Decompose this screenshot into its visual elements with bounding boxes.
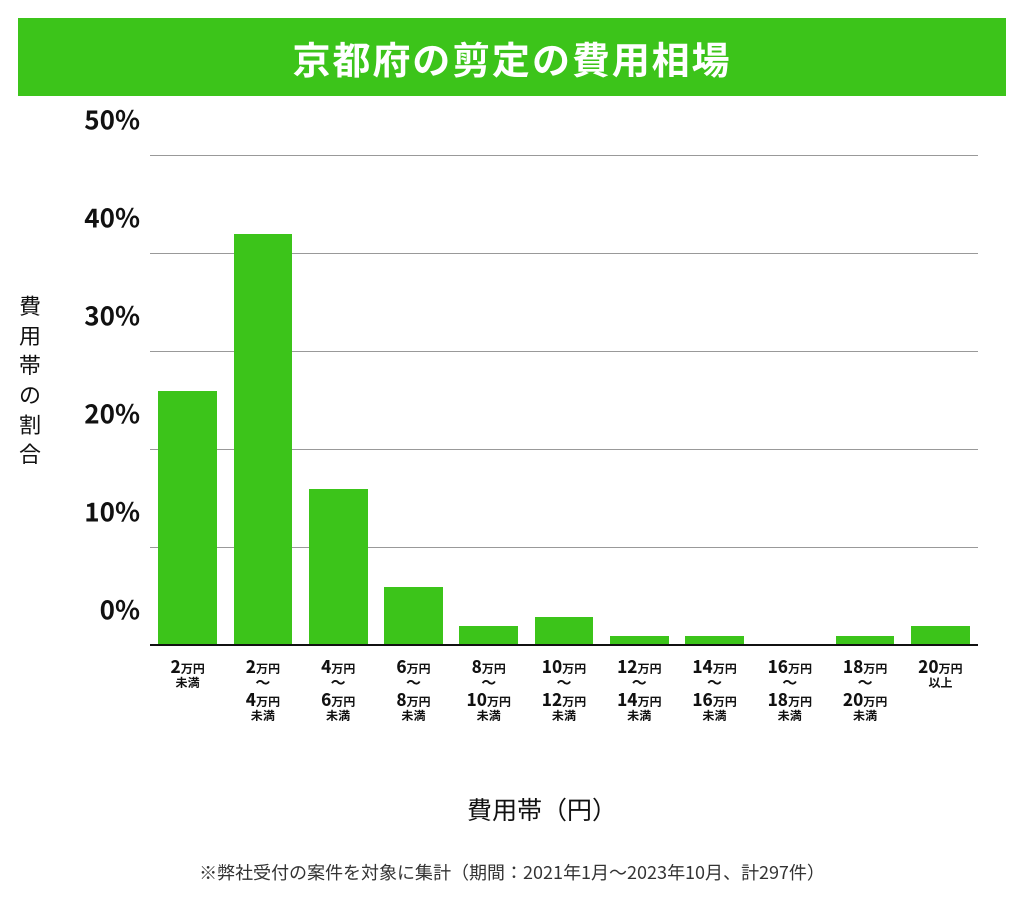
- x-tick-label: 16万円〜18万円未満: [768, 656, 812, 723]
- y-tick-label: 10%: [84, 493, 140, 530]
- chart-title-bar: 京都府の剪定の費用相場: [18, 18, 1006, 96]
- x-tick-label: 2万円〜4万円未満: [246, 656, 280, 723]
- x-axis-baseline: [150, 644, 978, 646]
- y-tick-label: 20%: [84, 395, 140, 432]
- y-tick-label: 30%: [84, 297, 140, 334]
- x-tick-label: 4万円〜6万円未満: [321, 656, 355, 723]
- x-axis-title: 費用帯（円）: [60, 791, 1024, 827]
- y-tick-label: 40%: [84, 199, 140, 236]
- plot-area: [150, 156, 978, 646]
- y-tick-label: 0%: [100, 591, 140, 628]
- x-tick-label: 18万円〜20万円未満: [843, 656, 887, 723]
- x-tick-label: 8万円〜10万円未満: [467, 656, 511, 723]
- y-tick-label: 50%: [84, 101, 140, 138]
- x-tick-label: 12万円〜14万円未満: [617, 656, 661, 723]
- bar: [535, 617, 594, 646]
- chart-container: 費用帯の割合 0%10%20%30%40%50% 2万円未満2万円〜4万円未満4…: [30, 136, 994, 776]
- chart-footnote: ※弊社受付の案件を対象に集計（期間：2021年1月～2023年10月、計297件…: [0, 859, 1024, 885]
- x-tick-label: 10万円〜12万円未満: [542, 656, 586, 723]
- x-tick-label: 6万円〜8万円未満: [396, 656, 430, 723]
- y-tick-labels: 0%10%20%30%40%50%: [30, 156, 140, 646]
- bar: [384, 587, 443, 646]
- bar: [309, 489, 368, 646]
- x-tick-label: 2万円未満: [171, 656, 205, 690]
- x-tick-label: 14万円〜16万円未満: [692, 656, 736, 723]
- bar: [234, 234, 293, 646]
- x-tick-label: 20万円以上: [918, 656, 962, 690]
- bars-layer: [150, 156, 978, 646]
- bar: [158, 391, 217, 646]
